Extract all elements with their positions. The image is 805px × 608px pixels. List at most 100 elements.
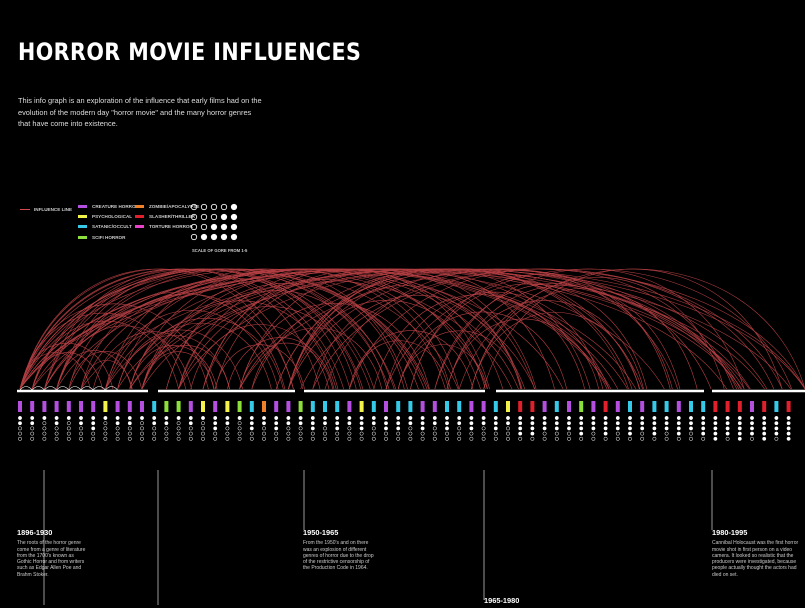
influence-line (117, 334, 231, 390)
gore-dot (371, 416, 376, 420)
film-marker (628, 401, 632, 441)
gore-dot (225, 436, 230, 441)
gore-dot (457, 431, 462, 436)
gore-dot (140, 421, 144, 426)
film-marker (457, 401, 462, 441)
gore-dot (91, 431, 96, 436)
gore-dot (506, 421, 510, 426)
gore-dot (506, 426, 510, 431)
influence-line (471, 288, 698, 390)
gore-dot (445, 426, 449, 431)
gore-dot (213, 436, 218, 441)
gore-dot (640, 431, 645, 436)
film-marker (298, 401, 303, 441)
gore-dot (18, 416, 22, 420)
influence-line (397, 344, 488, 390)
gore-dot (152, 416, 157, 420)
gore-dot (213, 416, 218, 420)
gore-scale-dot (230, 223, 238, 231)
influence-line (129, 323, 272, 390)
film-marker (201, 401, 205, 441)
influence-line (105, 386, 118, 391)
gore-dot (567, 426, 571, 431)
gore-dot (518, 421, 523, 426)
gore-dot (701, 436, 706, 441)
gore-dot (420, 431, 425, 436)
gore-dot (115, 431, 120, 436)
intro-text: This info graph is an exploration of the… (18, 96, 262, 128)
era-description: From the 1950's and on there was an expl… (303, 540, 374, 572)
genre-bar (91, 401, 96, 412)
genre-bar (176, 401, 181, 412)
gore-dot (713, 416, 718, 420)
gore-dot (274, 436, 279, 441)
gore-dot (457, 426, 462, 431)
gore-dot (152, 421, 157, 426)
film-marker (542, 401, 547, 441)
gore-scale-label: SCALE OF GORE FROM 1-5 (192, 248, 248, 253)
gore-dot (481, 436, 486, 441)
gore-dot (518, 426, 523, 431)
film-marker (737, 401, 742, 441)
gore-dot (323, 436, 327, 441)
legend-genre-item: TORTURE HORROR (135, 224, 193, 229)
gore-dot (66, 436, 71, 441)
gore-dot (603, 431, 608, 436)
film-marker (786, 401, 791, 441)
film-marker (127, 401, 132, 441)
genre-swatch (135, 224, 144, 229)
gore-dot (481, 431, 486, 436)
legend-genre-item: PSYCHOLOGICAL (78, 214, 132, 219)
gore-dot (591, 436, 596, 441)
film-marker (579, 401, 584, 441)
influence-line (44, 386, 57, 391)
gore-dot (640, 436, 645, 441)
gore-dot (42, 421, 47, 426)
gore-scale-dot (230, 213, 238, 221)
gore-dot (115, 426, 120, 431)
genre-bar (713, 401, 718, 412)
genre-bar (469, 401, 474, 412)
genre-label: PSYCHOLOGICAL (92, 214, 133, 219)
genre-swatch (78, 224, 87, 229)
gore-dot (530, 421, 535, 426)
gore-dot (115, 416, 120, 420)
gore-scale (190, 203, 238, 241)
gore-dot (530, 431, 535, 436)
genre-bar (542, 401, 547, 412)
gore-dot (628, 416, 632, 420)
gore-dot (493, 421, 498, 426)
gore-dot (469, 431, 474, 436)
gore-dot (66, 421, 71, 426)
influence-line (410, 283, 648, 390)
influence-line (80, 360, 133, 390)
gore-dot (396, 426, 401, 431)
gore-dot (408, 436, 413, 441)
gore-dot (554, 431, 559, 436)
gore-dot (432, 421, 437, 426)
gore-dot (725, 436, 730, 441)
gore-dot (408, 431, 413, 436)
gore-dot (579, 436, 584, 441)
gore-dot (286, 421, 291, 426)
gore-dot (237, 416, 242, 420)
influence-line (56, 325, 192, 390)
gore-dot (762, 431, 767, 436)
gore-dot (445, 436, 449, 441)
gore-dot (786, 431, 791, 436)
gore-dot (249, 431, 254, 436)
gore-dot (298, 436, 303, 441)
gore-dot (274, 426, 279, 431)
gore-dot (66, 431, 71, 436)
film-marker (518, 401, 523, 441)
film-marker (384, 401, 388, 441)
gore-dot (91, 421, 96, 426)
influence-line (288, 271, 555, 390)
gore-dot (249, 426, 254, 431)
genre-bar (445, 401, 449, 412)
gore-dot (396, 431, 401, 436)
gore-dot (737, 416, 742, 420)
gore-dot (213, 421, 218, 426)
influence-line (349, 330, 474, 390)
